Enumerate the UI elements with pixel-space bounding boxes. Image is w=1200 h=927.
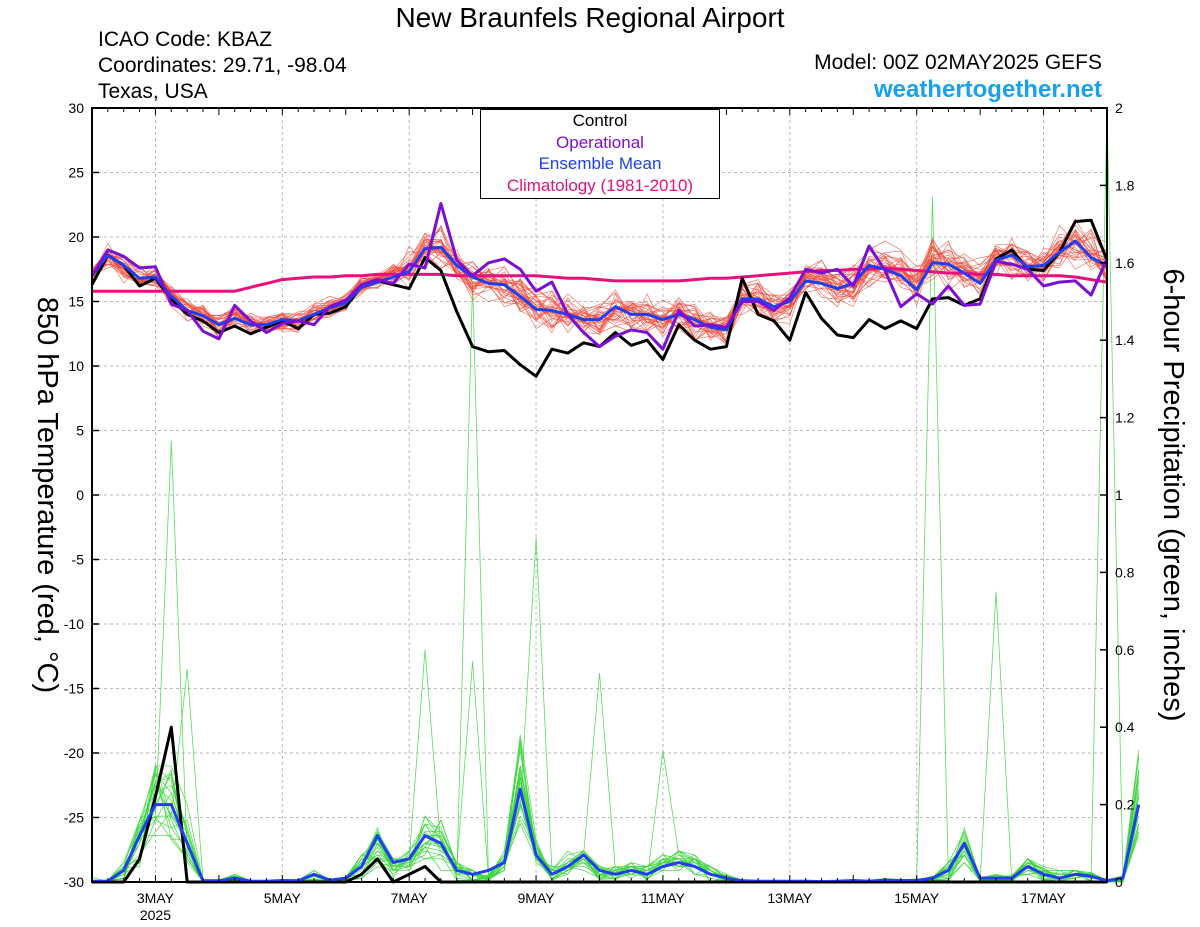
y-tick-label: 15 bbox=[68, 294, 84, 310]
legend-ensemble-mean: Ensemble Mean bbox=[538, 154, 662, 173]
y-tick-label: 10 bbox=[68, 358, 84, 374]
icao-code: ICAO Code: KBAZ bbox=[98, 28, 272, 51]
temp-climatology-line bbox=[92, 266, 1108, 293]
y-tick-label: -20 bbox=[64, 745, 84, 761]
x-tick-sublabel: 2025 bbox=[140, 907, 171, 923]
temp-member-line bbox=[91, 226, 1108, 335]
temp-control-line bbox=[90, 218, 1109, 378]
precip-member-line bbox=[91, 537, 1140, 883]
x-tick-label: 17MAY bbox=[1021, 890, 1067, 906]
precip-member-line bbox=[91, 742, 1140, 883]
y2-tick-label: 0.8 bbox=[1115, 564, 1135, 580]
precip-member-line bbox=[91, 750, 1140, 883]
y-tick-label: 0 bbox=[76, 487, 84, 503]
y-tick-label: 30 bbox=[68, 100, 84, 116]
y-tick-label: -25 bbox=[64, 810, 84, 826]
page-title: New Braunfels Regional Airport bbox=[395, 2, 785, 33]
y2-tick-label: 1.8 bbox=[1115, 177, 1135, 193]
y2-tick-label: 1.4 bbox=[1115, 332, 1135, 348]
grid-lines bbox=[92, 107, 1107, 883]
y-axis-label: 850 hPa Temperature (red, °C) bbox=[31, 297, 63, 693]
y2-tick-label: 0.6 bbox=[1115, 642, 1135, 658]
legend-control: Control bbox=[572, 111, 628, 130]
y2-tick-label: 1 bbox=[1115, 487, 1123, 503]
axis-ticks: -30-25-20-15-10-505101520253000.20.40.60… bbox=[64, 100, 1135, 923]
precip-member-line bbox=[91, 440, 1140, 883]
x-tick-label: 9MAY bbox=[518, 890, 556, 906]
y2-tick-label: 0 bbox=[1115, 874, 1123, 890]
x-tick-label: 15MAY bbox=[894, 890, 940, 906]
legend-climatology: Climatology (1981-2010) bbox=[506, 175, 694, 195]
x-tick-label: 13MAY bbox=[767, 890, 813, 906]
site-link[interactable]: weathertogether.net bbox=[873, 76, 1102, 103]
region: Texas, USA bbox=[98, 80, 208, 103]
coordinates: Coordinates: 29.71, -98.04 bbox=[98, 54, 347, 77]
y-tick-label: 25 bbox=[68, 165, 84, 181]
x-tick-label: 3MAY bbox=[137, 890, 175, 906]
y-tick-label: 20 bbox=[68, 229, 84, 245]
legend-operational: Operational bbox=[556, 132, 644, 152]
y-tick-label: 5 bbox=[76, 423, 84, 439]
temp-ensemble-members bbox=[91, 218, 1108, 345]
temp-ensemble-mean-line bbox=[90, 239, 1108, 332]
precip-member-line bbox=[91, 750, 1140, 883]
y2-tick-label: 1.6 bbox=[1115, 255, 1135, 271]
precip-member-line bbox=[91, 282, 1140, 883]
precip-member-line bbox=[91, 765, 1140, 883]
legend: Control Operational Ensemble Mean Climat… bbox=[480, 109, 720, 199]
x-tick-label: 11MAY bbox=[641, 890, 685, 906]
y2-tick-label: 1.2 bbox=[1115, 410, 1135, 426]
temp-operational-line bbox=[90, 202, 1109, 351]
x-tick-label: 5MAY bbox=[264, 890, 302, 906]
y-tick-label: -10 bbox=[64, 616, 84, 632]
main-series bbox=[90, 202, 1141, 884]
x-tick-label: 7MAY bbox=[391, 890, 429, 906]
model-run: Model: 00Z 02MAY2025 GEFS bbox=[814, 51, 1102, 74]
y-tick-label: -15 bbox=[64, 681, 84, 697]
y2-axis-label: 6-hour Precipitation (green, inches) bbox=[1157, 269, 1189, 722]
precip-member-line bbox=[91, 591, 1140, 883]
y2-tick-label: 0.4 bbox=[1115, 719, 1135, 735]
y2-tick-label: 0.2 bbox=[1115, 797, 1135, 813]
y-tick-label: -30 bbox=[64, 874, 84, 890]
y-tick-label: -5 bbox=[72, 552, 85, 568]
precip-member-line bbox=[91, 746, 1140, 883]
y2-tick-label: 2 bbox=[1115, 100, 1123, 116]
